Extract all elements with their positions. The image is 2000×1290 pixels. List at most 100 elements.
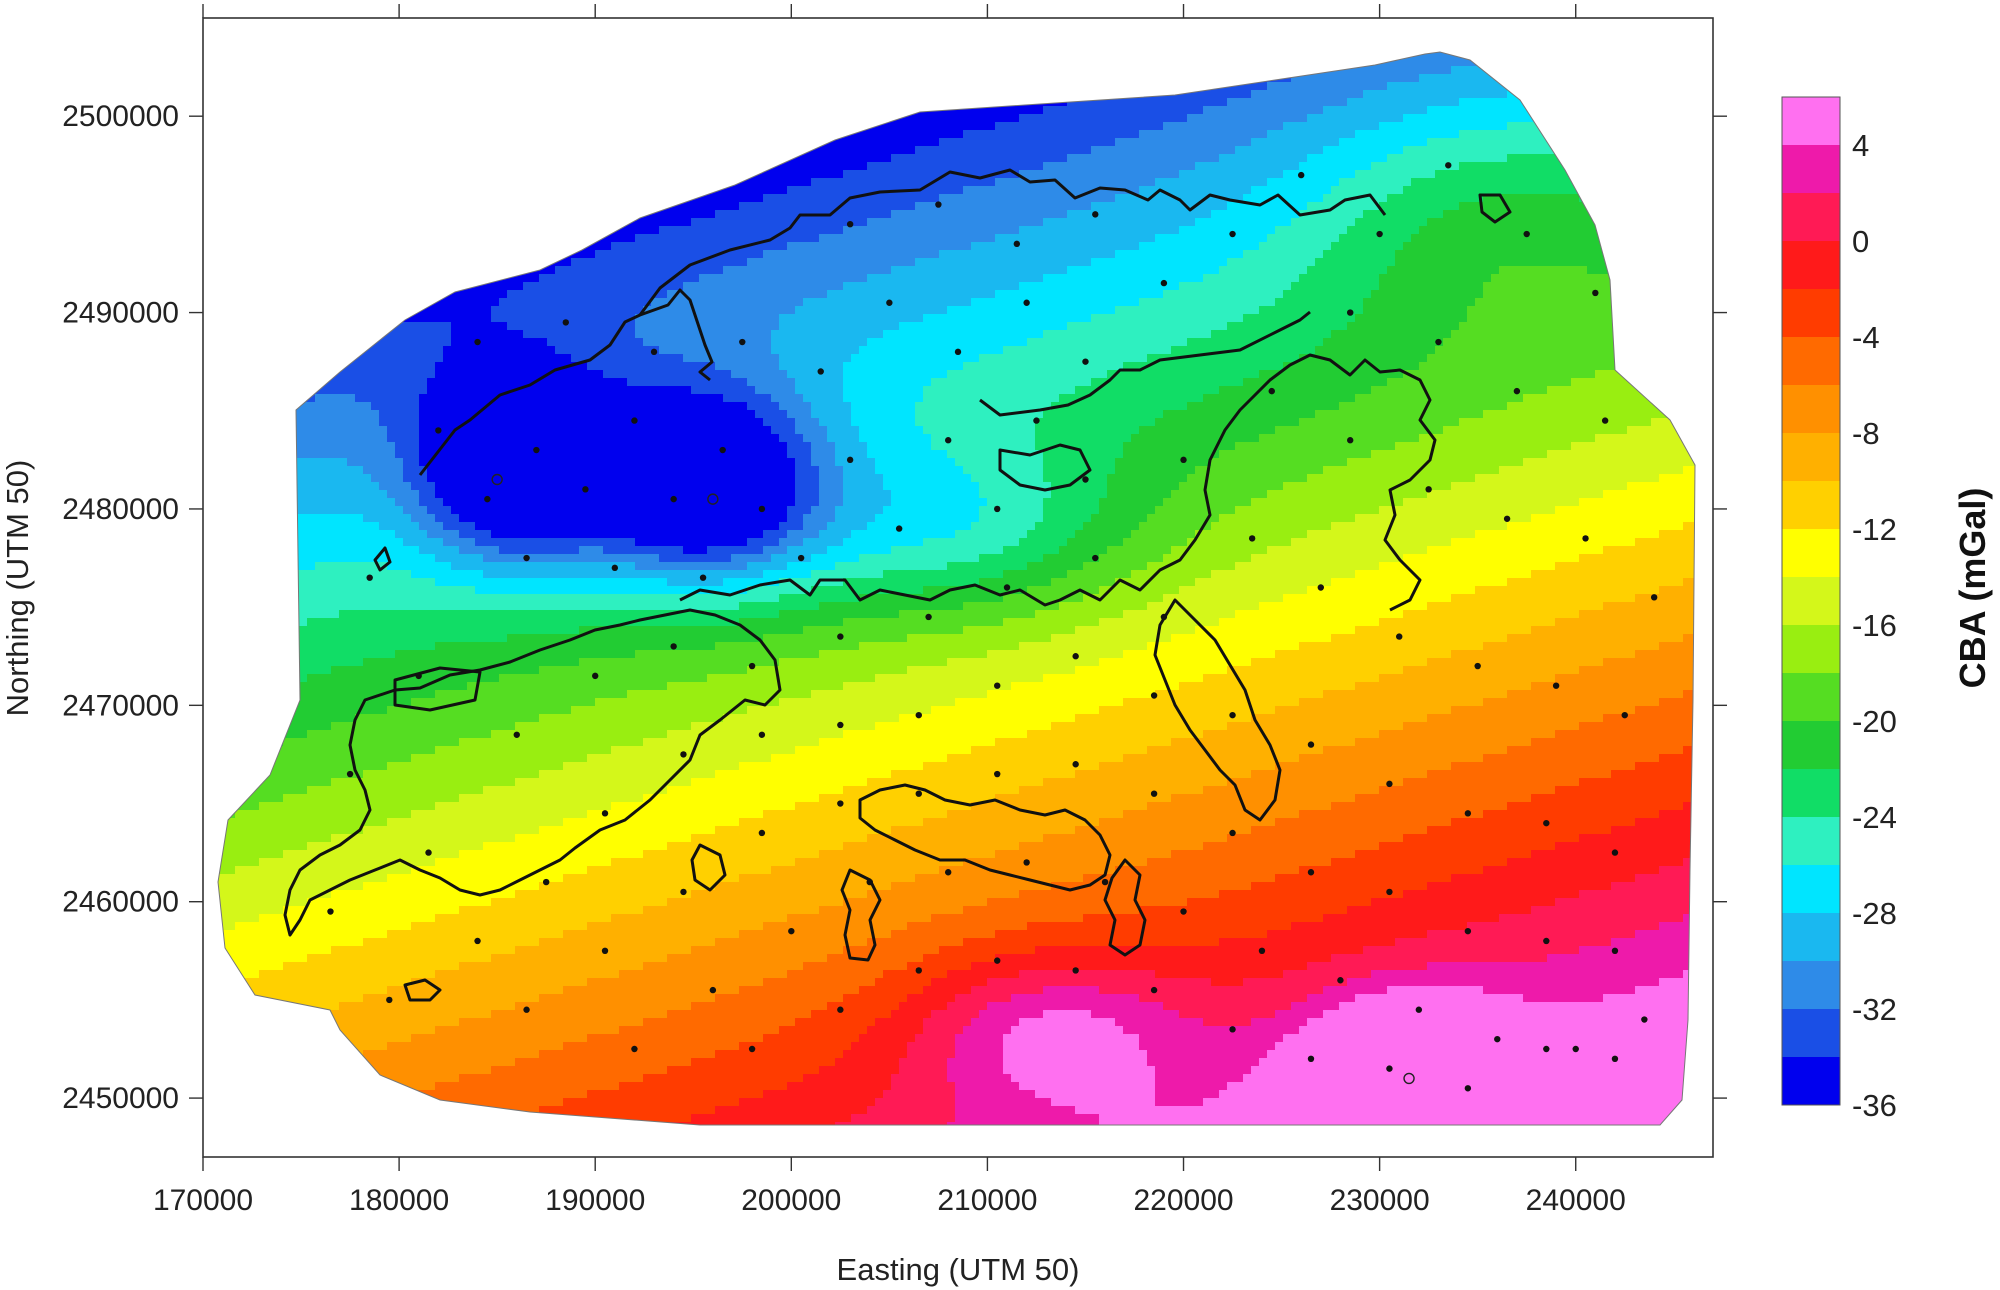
- field-cell: [699, 114, 708, 123]
- field-cell: [1555, 58, 1564, 67]
- field-cell: [699, 52, 708, 59]
- field-cell: [1235, 154, 1244, 163]
- field-cell: [651, 90, 660, 99]
- field-cell: [723, 146, 732, 155]
- field-cell: [907, 26, 916, 35]
- field-cell: [491, 122, 500, 131]
- field-cell: [1259, 26, 1268, 35]
- field-cell: [219, 58, 228, 67]
- field-cell: [827, 42, 836, 51]
- field-cell: [1243, 42, 1252, 51]
- field-cell: [1435, 18, 1444, 27]
- field-cell: [1643, 58, 1652, 67]
- field-cell: [683, 226, 692, 235]
- field-cell: [627, 202, 636, 211]
- field-cell: [1675, 186, 1684, 195]
- field-cell: [923, 26, 932, 35]
- field-cell: [1395, 178, 1404, 187]
- field-cell: [1387, 90, 1396, 99]
- field-cell: [755, 90, 764, 99]
- field-cell: [1451, 122, 1460, 131]
- field-cell: [547, 162, 556, 171]
- field-cell: [1291, 210, 1300, 219]
- field-cell: [819, 202, 828, 211]
- field-cell: [1363, 26, 1372, 35]
- field-cell: [1571, 146, 1580, 155]
- field-cell: [1411, 114, 1420, 123]
- field-cell: [811, 186, 820, 195]
- field-cell: [619, 58, 628, 67]
- field-cell: [379, 98, 388, 107]
- field-cell: [1571, 18, 1580, 27]
- field-cell: [1099, 210, 1108, 219]
- field-cell: [291, 210, 300, 219]
- field-cell: [859, 130, 868, 139]
- field-cell: [363, 98, 372, 107]
- field-cell: [851, 226, 860, 235]
- field-cell: [1075, 122, 1084, 131]
- field-cell: [243, 90, 252, 99]
- field-cell: [1579, 58, 1588, 67]
- field-cell: [235, 122, 244, 131]
- field-cell: [563, 218, 572, 227]
- field-cell: [627, 138, 636, 147]
- field-cell: [1627, 26, 1636, 35]
- field-cell: [683, 202, 692, 211]
- field-cell: [1243, 114, 1252, 123]
- field-cell: [1571, 74, 1580, 83]
- field-cell: [571, 58, 580, 67]
- field-cell: [443, 42, 452, 51]
- field-cell: [899, 146, 908, 155]
- field-cell: [1523, 34, 1532, 43]
- field-cell: [1699, 218, 1708, 227]
- field-cell: [715, 202, 724, 211]
- field-cell: [411, 154, 420, 163]
- field-cell: [483, 114, 492, 123]
- field-cell: [459, 34, 468, 43]
- field-cell: [771, 74, 780, 83]
- field-cell: [1163, 82, 1172, 91]
- field-cell: [1539, 106, 1548, 115]
- field-cell: [1075, 178, 1084, 187]
- field-cell: [1331, 34, 1340, 43]
- field-cell: [779, 58, 788, 67]
- field-cell: [1379, 122, 1388, 131]
- field-cell: [1523, 178, 1532, 187]
- field-cell: [1635, 114, 1644, 123]
- field-cell: [1107, 170, 1116, 179]
- field-cell: [291, 82, 300, 91]
- field-cell: [331, 90, 340, 99]
- field-cell: [659, 210, 668, 219]
- field-cell: [795, 226, 804, 235]
- field-cell: [691, 154, 700, 163]
- field-cell: [1403, 178, 1412, 187]
- field-cell: [227, 74, 236, 83]
- field-cell: [1411, 138, 1420, 147]
- field-cell: [1635, 218, 1644, 227]
- field-cell: [218, 218, 220, 227]
- field-cell: [355, 162, 364, 171]
- field-cell: [1635, 106, 1644, 115]
- field-cell: [1339, 74, 1348, 83]
- field-cell: [235, 58, 244, 67]
- field-cell: [1419, 138, 1428, 147]
- field-cell: [395, 218, 404, 227]
- field-cell: [227, 114, 236, 123]
- field-cell: [1163, 26, 1172, 35]
- field-cell: [939, 162, 948, 171]
- field-cell: [1339, 138, 1348, 147]
- field-cell: [1347, 122, 1356, 131]
- field-cell: [763, 98, 772, 107]
- field-cell: [755, 82, 764, 91]
- field-cell: [443, 52, 452, 59]
- field-cell: [995, 146, 1004, 155]
- field-cell: [1435, 210, 1444, 219]
- field-cell: [747, 98, 756, 107]
- field-cell: [1275, 170, 1284, 179]
- field-cell: [1675, 218, 1684, 227]
- field-cell: [595, 130, 604, 139]
- field-cell: [1075, 162, 1084, 171]
- field-cell: [995, 74, 1004, 83]
- field-cell: [1347, 138, 1356, 147]
- field-cell: [1699, 146, 1708, 155]
